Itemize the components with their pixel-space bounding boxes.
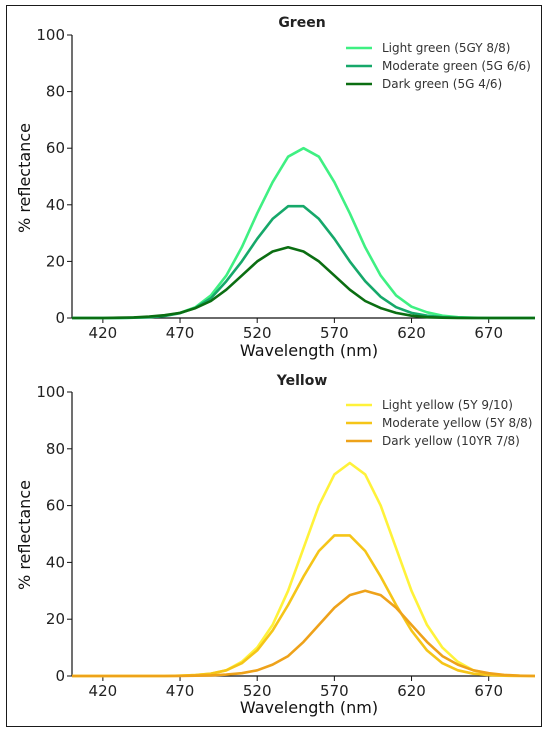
chart-yellow: Yellow Wavelength (nm) % reflectance 0 20…: [15, 373, 536, 717]
legend-label: Moderate green (5G 6/6): [382, 59, 531, 73]
figure-frame: [6, 5, 542, 727]
y-tick-label: 100: [36, 26, 65, 44]
series-line-0: [72, 146, 535, 320]
legend-label: Dark yellow (10YR 7/8): [382, 434, 520, 448]
x-tick-label: 420: [89, 682, 118, 700]
y-tick-label: 40: [46, 553, 65, 571]
x-tick-label: 520: [243, 324, 272, 342]
y-tick-label: 60: [46, 139, 65, 157]
x-tick-label: 520: [243, 682, 272, 700]
series-line-2: [72, 246, 535, 320]
x-tick-label: 470: [166, 324, 195, 342]
chart-green: Green Wavelength (nm) % reflectance 0 20 4…: [15, 15, 535, 360]
x-tick-label: 570: [320, 324, 349, 342]
y-tick-label: 20: [46, 252, 65, 270]
series-line-0: [72, 461, 536, 678]
y-tick-label: 40: [46, 196, 65, 214]
x-tick-label: 620: [397, 682, 426, 700]
chart-title: Green: [278, 15, 325, 31]
y-axis-label: % reflectance: [15, 480, 34, 590]
series-line-2: [72, 589, 536, 678]
legend-label: Dark green (5G 4/6): [382, 77, 502, 91]
legend-label: Light yellow (5Y 9/10): [382, 398, 513, 412]
legend-label: Moderate yellow (5Y 8/8): [382, 416, 532, 430]
y-tick-label: 80: [46, 83, 65, 101]
y-axis-label: % reflectance: [15, 123, 34, 233]
series-line-1: [72, 204, 535, 320]
legend-label: Light green (5GY 8/8): [382, 41, 510, 55]
x-tick-label: 470: [166, 682, 195, 700]
y-tick-label: 20: [46, 610, 65, 628]
x-tick-label: 670: [474, 324, 503, 342]
y-tick-label: 0: [55, 309, 65, 327]
x-axis-label: Wavelength (nm): [240, 341, 378, 360]
y-tick-label: 60: [46, 497, 65, 515]
x-tick-label: 670: [474, 682, 503, 700]
y-tick-label: 80: [46, 440, 65, 458]
x-axis-label: Wavelength (nm): [240, 698, 378, 717]
series-line-1: [72, 534, 535, 678]
x-tick-label: 420: [89, 324, 118, 342]
x-tick-label: 620: [397, 324, 426, 342]
x-tick-label: 570: [320, 682, 349, 700]
chart-title: Yellow: [276, 373, 328, 389]
y-tick-label: 0: [55, 667, 65, 685]
y-tick-label: 100: [36, 383, 65, 401]
